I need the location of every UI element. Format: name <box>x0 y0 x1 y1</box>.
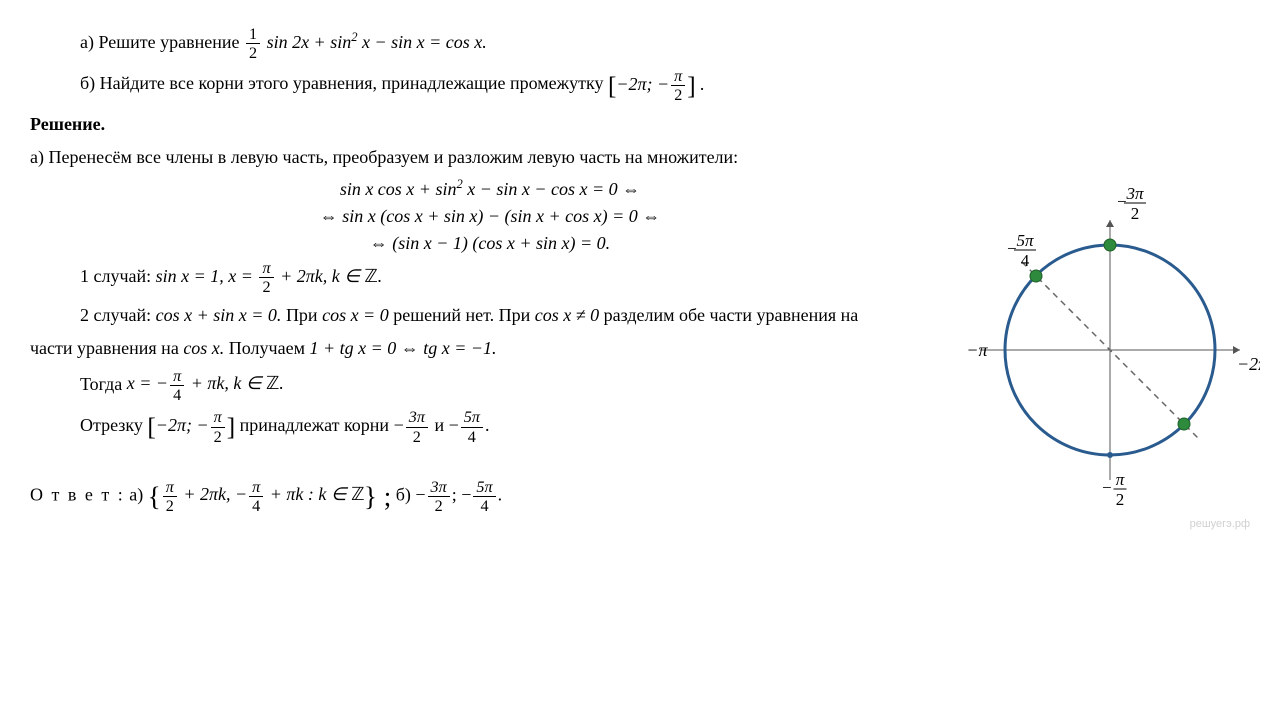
svg-text:π: π <box>1116 470 1125 489</box>
problem-b: б) Найдите все корни этого уравнения, пр… <box>30 67 950 105</box>
case1-math: sin x = 1, x = π 2 + 2πk, k ∈ ℤ. <box>156 266 382 286</box>
problem-a-prefix: а) Решите уравнение <box>80 32 244 52</box>
case1-label: 1 случай: <box>80 266 156 286</box>
problem-b-interval: [−2π; − π 2 ] . <box>608 74 705 94</box>
svg-text:−: − <box>1102 478 1112 497</box>
then-line: Тогда x = − π 4 + πk, k ∈ ℤ. <box>30 368 950 403</box>
problem-b-text: б) Найдите все корни этого уравнения, пр… <box>80 74 608 94</box>
frac-half: 1 2 <box>246 26 260 61</box>
svg-text:3π: 3π <box>1125 184 1144 203</box>
svg-text:−: − <box>1007 239 1017 258</box>
svg-text:2: 2 <box>1116 490 1125 509</box>
answer-label: О т в е т : <box>30 484 125 504</box>
svg-text:−: − <box>1117 192 1127 211</box>
text-content: а) Решите уравнение 1 2 sin 2x + sin2 x … <box>30 26 950 517</box>
segment-line: Отрезку [−2π; − π 2 ] принадлежат корни … <box>30 409 950 447</box>
svg-text:5π: 5π <box>1016 231 1034 250</box>
svg-text:−π: −π <box>966 340 988 360</box>
solution-a-intro: а) Перенесём все члены в левую часть, пр… <box>30 144 950 171</box>
solution-heading: Решение. <box>30 111 950 138</box>
problem-a-equation: 1 2 sin 2x + sin2 x − sin x = cos x. <box>244 32 487 52</box>
page-root: а) Решите уравнение 1 2 sin 2x + sin2 x … <box>0 0 1280 720</box>
answer-line: О т в е т : а) { π 2 + 2πk, − π 4 + πk :… <box>30 477 950 518</box>
case2-label: 2 случай: <box>80 305 156 325</box>
svg-text:4: 4 <box>1021 251 1030 270</box>
problem-a: а) Решите уравнение 1 2 sin 2x + sin2 x … <box>30 26 950 61</box>
derivation-1: sin x cos x + sin2 x − sin x − cos x = 0… <box>30 177 950 200</box>
case-2: 2 случай: cos x + sin x = 0. При cos x =… <box>80 302 1000 329</box>
derivation-2: ⇔ sin x (cos x + sin x) − (sin x + cos x… <box>30 206 950 227</box>
unit-circle-diagram: −3π2−5π4−π−2π−π2 <box>960 170 1260 530</box>
svg-text:−2π: −2π <box>1237 354 1260 374</box>
derivation-3: ⇔ (sin x − 1) (cos x + sin x) = 0. <box>30 233 950 254</box>
watermark: решуегэ.рф <box>1190 518 1250 530</box>
svg-text:2: 2 <box>1131 204 1140 223</box>
circle-svg: −3π2−5π4−π−2π−π2 <box>960 170 1260 550</box>
case-2-cont: части уравнения на cos x. Получаем 1 + t… <box>30 335 950 362</box>
case-1: 1 случай: sin x = 1, x = π 2 + 2πk, k ∈ … <box>30 260 950 295</box>
